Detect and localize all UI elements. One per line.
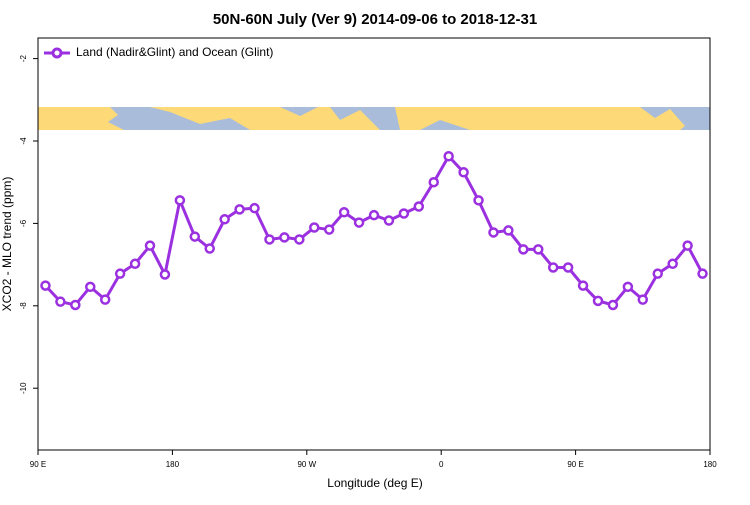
data-point — [70, 299, 81, 311]
x-axis-label: Longitude (deg E) — [327, 476, 422, 490]
data-point — [682, 240, 693, 251]
data-point — [99, 294, 111, 305]
data-point — [473, 195, 484, 206]
x-tick-label: 0 — [439, 460, 444, 469]
data-point — [518, 244, 529, 255]
data-point — [667, 258, 678, 270]
data-point — [129, 258, 141, 270]
data-point — [458, 167, 469, 178]
data-point — [338, 207, 350, 218]
data-point — [323, 224, 335, 235]
legend-marker — [51, 47, 63, 59]
legend-label: Land (Nadir&Glint) and Ocean (Glint) — [76, 45, 273, 59]
data-point — [144, 240, 156, 251]
y-tick-label: -10 — [19, 382, 28, 394]
data-point — [697, 268, 708, 279]
data-point — [174, 195, 186, 206]
legend: Land (Nadir&Glint) and Ocean (Glint) — [44, 45, 273, 59]
y-tick-label: -8 — [19, 302, 28, 310]
data-point — [592, 295, 604, 307]
plot-frame — [37, 37, 711, 451]
data-point — [368, 209, 380, 221]
data-point — [577, 280, 589, 291]
data-point — [428, 176, 439, 188]
x-tick-label: 90 E — [30, 460, 46, 469]
data-point — [264, 234, 275, 245]
data-point — [353, 217, 365, 228]
series-line — [44, 153, 704, 307]
data-point — [55, 296, 66, 307]
data-point — [413, 201, 425, 212]
data-point — [547, 262, 559, 273]
data-point — [279, 232, 290, 243]
data-point — [443, 150, 454, 162]
data-point — [622, 281, 634, 293]
data-point — [234, 204, 245, 215]
x-tick-label: 180 — [166, 460, 180, 469]
data-point — [637, 294, 649, 305]
y-tick-label: -2 — [19, 54, 28, 62]
data-point — [204, 243, 215, 254]
data-point — [294, 234, 305, 245]
x-tick-label: 90 W — [297, 460, 316, 469]
data-point — [607, 299, 619, 311]
chart-title: 50N-60N July (Ver 9) 2014-09-06 to 2018-… — [213, 11, 537, 28]
data-point — [398, 208, 410, 219]
data-point — [40, 280, 51, 291]
data-point — [533, 244, 544, 255]
data-point — [562, 262, 574, 273]
data-point — [249, 202, 260, 214]
data-point — [219, 214, 230, 225]
data-point — [503, 225, 514, 236]
map-band — [38, 107, 710, 130]
data-point — [189, 231, 201, 242]
y-tick-label: -6 — [19, 219, 28, 227]
data-point — [309, 222, 320, 233]
x-tick-label: 180 — [703, 460, 717, 469]
data-point — [114, 268, 126, 279]
data-point — [85, 281, 96, 293]
x-tick-label: 90 E — [567, 460, 583, 469]
data-point — [652, 268, 663, 279]
data-point — [488, 227, 499, 238]
data-point — [383, 215, 395, 226]
y-axis-label: XCO2 - MLO trend (ppm) — [0, 177, 14, 312]
y-tick-label: -4 — [19, 137, 28, 145]
data-point — [159, 269, 171, 280]
